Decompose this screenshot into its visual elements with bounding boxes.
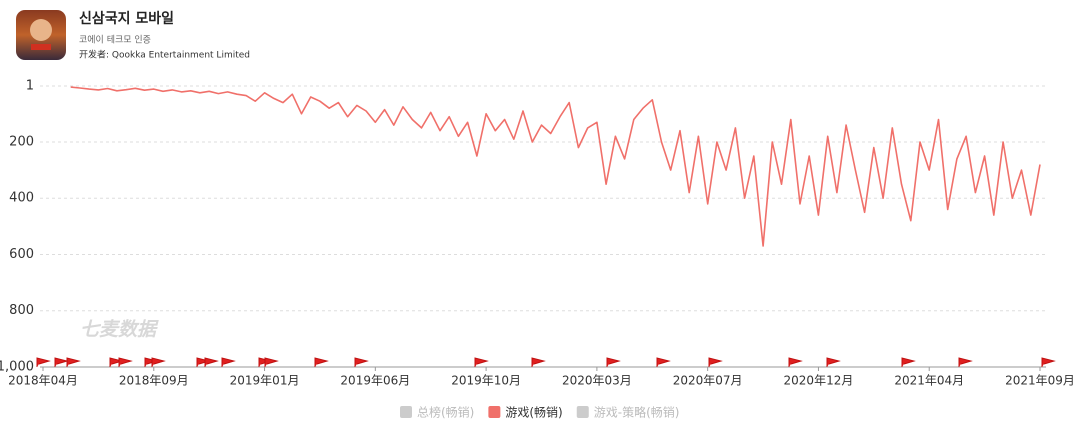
legend-label[interactable]: 游戏-策略(畅销): [594, 405, 680, 420]
x-tick-label: 2021年09月: [1005, 374, 1075, 388]
x-tick-label: 2018年09月: [119, 374, 189, 388]
legend-swatch[interactable]: [400, 406, 412, 418]
event-flag: [66, 357, 81, 367]
x-tick-label: 2020年07月: [673, 374, 743, 388]
x-tick-label: 2019年06月: [340, 374, 410, 388]
event-flag: [264, 357, 279, 367]
y-tick-label: 1: [26, 79, 34, 94]
event-flag: [656, 357, 671, 367]
app-icon-face: [30, 19, 52, 41]
app-icon-badge: [31, 44, 51, 50]
legend-label[interactable]: 游戏(畅销): [505, 406, 562, 420]
app-title: 신삼국지 모바일: [79, 11, 174, 27]
y-tick-label: 400: [9, 191, 34, 206]
event-flag: [118, 357, 133, 367]
event-flag: [901, 357, 916, 367]
event-flag: [531, 357, 546, 367]
event-flag: [606, 357, 621, 367]
event-flag: [54, 357, 69, 367]
legend-label[interactable]: 总榜(畅销): [417, 405, 474, 420]
y-tick-label: 1,000: [0, 360, 34, 375]
event-flag: [474, 357, 489, 367]
event-flag: [1041, 357, 1056, 367]
event-flag: [958, 357, 973, 367]
legend-swatch[interactable]: [488, 406, 501, 418]
app-developer: 开发者: Qookka Entertainment Limited: [79, 49, 250, 61]
x-tick-label: 2020年12月: [784, 374, 854, 388]
y-tick-label: 200: [9, 134, 34, 149]
event-flag: [826, 357, 841, 367]
event-flag: [36, 357, 51, 367]
event-flag: [354, 357, 369, 367]
x-tick-label: 2020年03月: [562, 374, 632, 388]
watermark: 七麦数据: [80, 319, 159, 341]
legend-swatch[interactable]: [576, 406, 589, 418]
x-tick-label: 2019年01月: [230, 374, 300, 388]
app-subtitle: 코에이 테크모 인증: [79, 35, 151, 46]
rank-line: [70, 86, 1041, 247]
x-tick-label: 2021年04月: [894, 374, 964, 388]
x-tick-label: 2018年04月: [8, 374, 78, 388]
y-tick-label: 600: [9, 247, 34, 262]
y-tick-label: 800: [9, 303, 34, 318]
event-flag: [204, 357, 219, 367]
event-flag: [788, 357, 803, 367]
event-flag: [151, 357, 166, 367]
x-tick-label: 2019年10月: [451, 374, 521, 388]
event-flag: [314, 357, 329, 367]
event-flag: [221, 357, 236, 367]
event-flag: [708, 357, 723, 367]
